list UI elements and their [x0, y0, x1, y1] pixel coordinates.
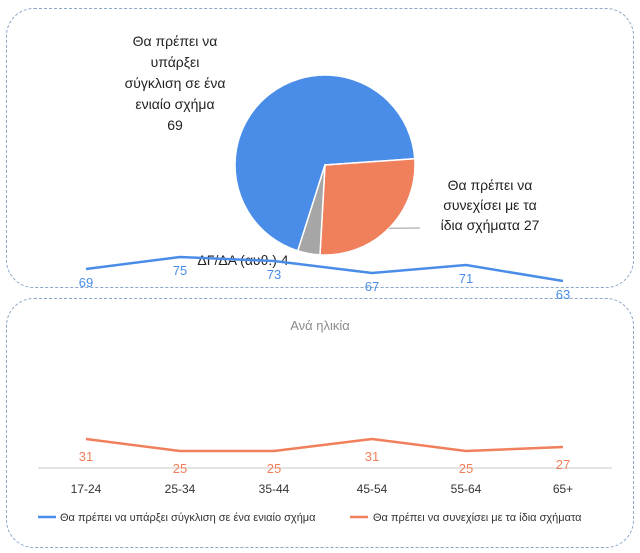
data-label-s1-5: 71: [459, 271, 473, 286]
legend-label-2: Θα πρέπει να συνεχίσει με τα ίδια σχήματ…: [373, 512, 582, 524]
series-line-1: [85, 255, 564, 283]
pie-slice-1: [234, 74, 416, 252]
data-label-s2-6: 27: [556, 457, 570, 472]
x-tick-label-6: 65+: [553, 482, 573, 496]
x-tick-label-4: 45-54: [357, 482, 388, 496]
pie-chart: Θα πρέπει να υπάρξει σύγκλιση σε ένα ενιαίο…: [125, 33, 540, 268]
x-tick-label-3: 35-44: [259, 482, 290, 496]
data-label-s1-2: 75: [173, 263, 187, 278]
pie-slice-3: [296, 164, 326, 256]
x-tick-label-2: 25-34: [165, 482, 196, 496]
pie-slice-2: [319, 157, 416, 256]
line-chart-title: Ανά ηλικία: [290, 318, 350, 333]
age-line-chart-panel: [6, 298, 634, 548]
x-tick-label-5: 55-64: [451, 482, 482, 496]
data-label-s2-4: 31: [365, 449, 379, 464]
age-line-chart: Ανά ηλικία 69 75 73 67 71 63 31 25 25 31 25 27 17-24 2…: [38, 255, 612, 524]
data-label-s1-3: 73: [267, 267, 281, 282]
data-label-s2-1: 31: [79, 449, 93, 464]
data-label-s1-1: 69: [79, 275, 93, 290]
x-tick-label-1: 17-24: [71, 482, 102, 496]
data-label-s1-4: 67: [365, 279, 379, 294]
data-label-s1-6: 63: [556, 287, 570, 302]
data-label-s2-2: 25: [173, 461, 187, 476]
legend-label-1: Θα πρέπει να υπάρξει σύγκλιση σε ένα ενι…: [60, 512, 316, 524]
series-line-2: [85, 437, 564, 453]
data-label-s2-5: 25: [459, 461, 473, 476]
pie-label-2: Θα πρέπει να συνεχίσει με τα ίδια σχήματα …: [441, 177, 540, 233]
data-label-s2-3: 25: [267, 461, 281, 476]
pie-label-1: Θα πρέπει να υπάρξει σύγκλιση σε ένα ενιαίο…: [125, 33, 226, 133]
